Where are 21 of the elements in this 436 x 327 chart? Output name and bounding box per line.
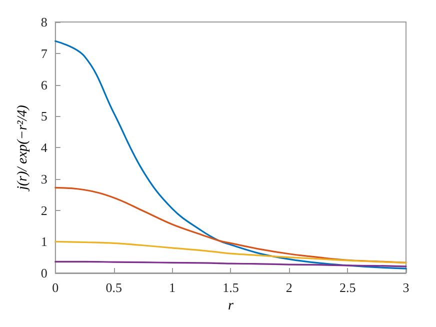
x-tick-label: 0.5 [106,280,122,295]
y-tick-label: 8 [40,14,48,30]
line-series [54,240,407,264]
y-tick-label: 1 [40,234,48,250]
y-tick-label: 7 [40,46,48,61]
line-series [54,186,407,264]
y-tick-label: 4 [40,140,48,155]
x-tick-label: 2 [286,280,292,295]
x-tick-label: 1 [169,280,176,295]
y-tick-label: 6 [40,77,48,92]
y-axis-title: j(r)/ exp(−r²/4) [16,104,30,192]
x-axis-title: r [228,298,234,314]
y-tick-label: 5 [40,108,48,124]
y-tick-label: 2 [40,202,48,218]
x-tick-label: 1.5 [222,280,239,295]
x-tick-label: 2.5 [339,280,356,295]
x-tick-label: 3 [402,280,410,295]
x-tick-label: 0 [52,280,59,295]
y-tick-label: 0 [40,266,48,280]
line-series [54,40,407,270]
y-tick-label: 3 [40,171,48,186]
